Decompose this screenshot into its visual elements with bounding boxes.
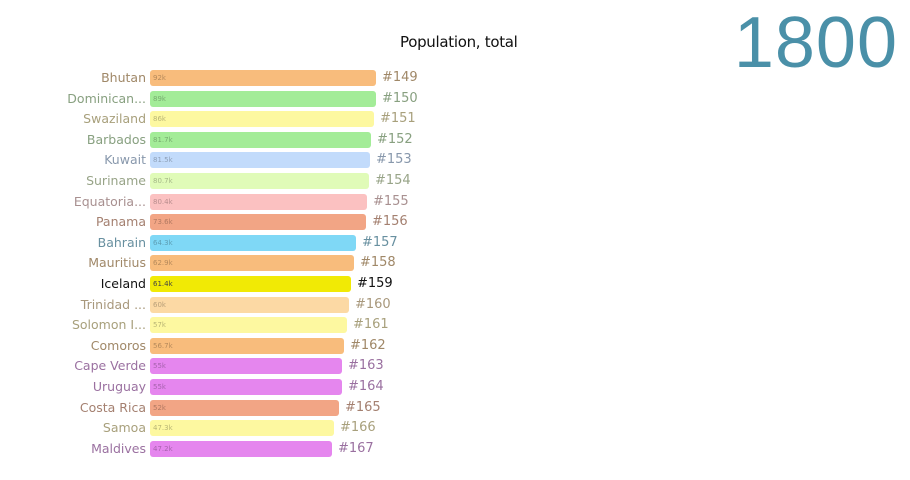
rank-label: #163 <box>348 358 384 373</box>
country-label: Swaziland <box>83 111 146 126</box>
bar <box>150 297 349 313</box>
rank-label: #164 <box>348 379 384 394</box>
country-label: Bahrain <box>97 235 146 250</box>
bar <box>150 379 342 395</box>
country-label: Barbados <box>86 132 146 147</box>
rank-label: #158 <box>360 255 396 270</box>
bar <box>150 194 367 210</box>
bar <box>150 338 344 354</box>
bar <box>150 173 369 189</box>
rank-label: #162 <box>350 338 386 353</box>
rank-label: #160 <box>355 297 391 312</box>
population-label: 62.9k <box>153 259 173 267</box>
rank-label: #156 <box>372 214 408 229</box>
population-label: 47.3k <box>153 424 173 432</box>
rank-label: #167 <box>338 441 374 456</box>
bar <box>150 214 366 230</box>
population-label: 55k <box>153 362 166 370</box>
rank-label: #161 <box>353 317 389 332</box>
population-label: 60k <box>153 301 166 309</box>
population-label: 81.5k <box>153 156 173 164</box>
population-label: 47.2k <box>153 445 173 453</box>
country-label: Dominican... <box>67 91 146 106</box>
year-label: 1800 <box>733 3 898 83</box>
population-label: 86k <box>153 115 166 123</box>
chart-title: Population, total <box>400 33 518 51</box>
population-label: 80.7k <box>153 177 173 185</box>
bar <box>150 358 342 374</box>
bar <box>150 400 339 416</box>
bar <box>150 235 356 251</box>
rank-label: #153 <box>376 152 412 167</box>
bar <box>150 441 332 457</box>
country-label: Comoros <box>90 338 146 353</box>
bar <box>150 132 371 148</box>
population-label: 52k <box>153 404 166 412</box>
country-label: Costa Rica <box>79 400 146 415</box>
population-label: 92k <box>153 74 166 82</box>
country-label: Maldives <box>91 441 146 456</box>
country-label: Cape Verde <box>74 358 146 373</box>
rank-label: #155 <box>373 194 409 209</box>
rank-label: #157 <box>362 235 398 250</box>
bar <box>150 420 334 436</box>
bar <box>150 276 351 292</box>
population-label: 73.6k <box>153 218 173 226</box>
country-label: Samoa <box>102 420 146 435</box>
population-label: 56.7k <box>153 342 173 350</box>
bar <box>150 91 376 107</box>
population-label: 61.4k <box>153 280 173 288</box>
country-label: Equatoria... <box>73 194 146 209</box>
rank-label: #152 <box>377 132 413 147</box>
country-label: Solomon I... <box>71 317 146 332</box>
rank-label: #149 <box>382 70 418 85</box>
country-label: Iceland <box>100 276 146 291</box>
rank-label: #150 <box>382 91 418 106</box>
rank-label: #166 <box>340 420 376 435</box>
country-label: Panama <box>95 214 146 229</box>
bar <box>150 70 376 86</box>
bar <box>150 111 374 127</box>
bar <box>150 255 354 271</box>
population-label: 57k <box>153 321 166 329</box>
country-label: Trinidad ... <box>80 297 146 312</box>
country-label: Uruguay <box>92 379 146 394</box>
population-label: 80.4k <box>153 198 173 206</box>
population-label: 55k <box>153 383 166 391</box>
country-label: Bhutan <box>101 70 146 85</box>
rank-label: #165 <box>345 400 381 415</box>
population-label: 64.3k <box>153 239 173 247</box>
country-label: Suriname <box>86 173 146 188</box>
bar <box>150 152 370 168</box>
rank-label: #159 <box>357 276 393 291</box>
population-label: 89k <box>153 95 166 103</box>
bar <box>150 317 347 333</box>
rank-label: #151 <box>380 111 416 126</box>
country-label: Mauritius <box>88 255 146 270</box>
population-label: 81.7k <box>153 136 173 144</box>
country-label: Kuwait <box>104 152 146 167</box>
rank-label: #154 <box>375 173 411 188</box>
